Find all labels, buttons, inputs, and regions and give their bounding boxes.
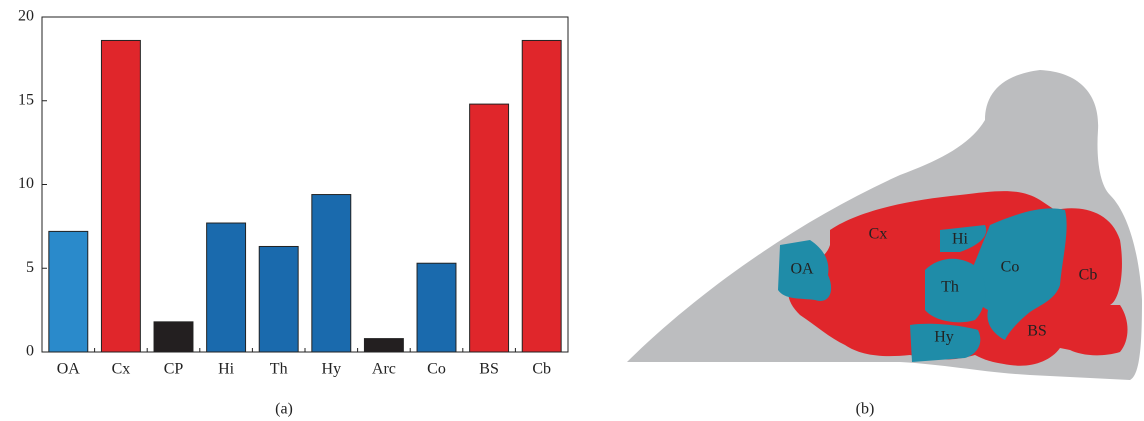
region-label: BS xyxy=(1027,323,1047,340)
y-tick-label: 10 xyxy=(18,175,34,192)
x-tick-label: Co xyxy=(427,361,446,378)
x-tick-label: BS xyxy=(479,361,499,378)
region-label: Hi xyxy=(952,231,969,248)
bar xyxy=(153,321,194,353)
teal-region xyxy=(969,208,1067,340)
brain-diagram: Cx OA Hi Th Co Cb Hy BS xyxy=(627,70,1142,380)
x-tick-label: Cb xyxy=(532,361,551,378)
bar xyxy=(416,262,457,353)
bar xyxy=(311,194,352,353)
region-label: Co xyxy=(1001,259,1020,276)
bar xyxy=(100,39,141,353)
x-tick-label: Arc xyxy=(372,361,396,378)
bar xyxy=(206,222,247,353)
x-tick-label: CP xyxy=(164,361,184,378)
bar xyxy=(258,245,299,353)
caption-b: (b) xyxy=(856,401,875,418)
teal-region xyxy=(778,240,832,301)
x-tick-label: Hi xyxy=(218,361,235,378)
bar xyxy=(363,338,404,353)
region-label: Hy xyxy=(934,329,954,346)
teal-region xyxy=(910,323,981,362)
region-label: Th xyxy=(941,279,959,296)
teal-region xyxy=(925,258,986,323)
x-tick-label: Hy xyxy=(322,361,342,378)
teal-region xyxy=(940,225,987,252)
region-label: OA xyxy=(790,261,814,278)
y-tick-label: 15 xyxy=(18,91,34,108)
caption-a: (a) xyxy=(275,401,293,418)
y-tick-label: 20 xyxy=(18,8,34,25)
x-tick-label: Th xyxy=(270,361,288,378)
bar xyxy=(469,103,510,353)
y-tick-label: 0 xyxy=(26,343,34,360)
bar xyxy=(48,230,89,353)
region-label: Cb xyxy=(1079,267,1098,284)
x-tick-label: Cx xyxy=(112,361,131,378)
bar xyxy=(521,39,562,353)
x-tick-label: OA xyxy=(57,361,81,378)
region-label: Cx xyxy=(869,226,888,243)
y-tick-label: 5 xyxy=(26,259,34,276)
